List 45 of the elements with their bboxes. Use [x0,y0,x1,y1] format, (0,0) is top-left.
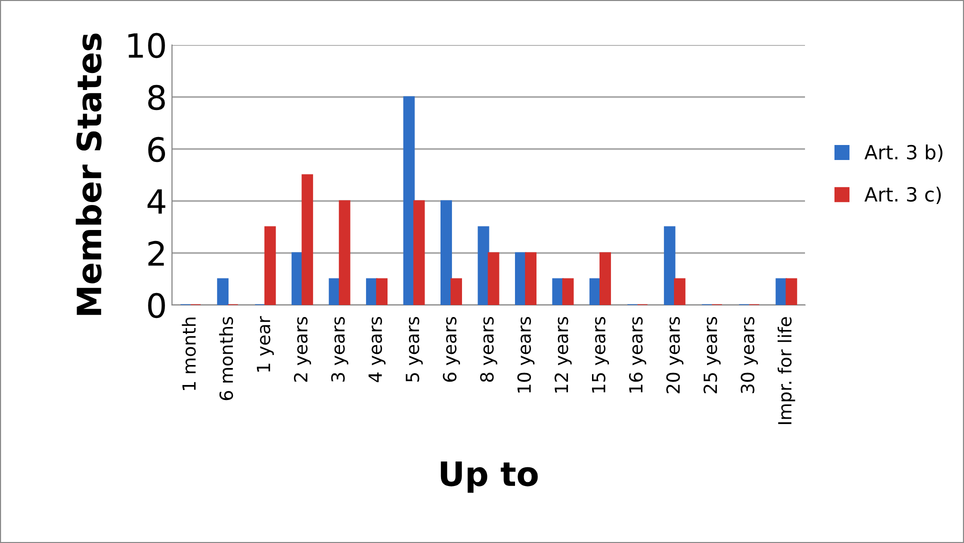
x-tick-label: 5 years [406,316,423,382]
bar [478,226,490,305]
x-tick-label: 16 years [629,316,646,393]
y-tick-label: 10 [128,32,165,58]
bar [376,278,388,305]
bar [264,226,276,305]
x-tick-label: 25 years [703,316,721,394]
bar [525,252,536,305]
bar [403,96,415,305]
x-tick-label: 1 month [182,318,196,390]
bar [562,278,574,305]
legend-label: Art. 3 b) [864,144,942,162]
x-tick-label: 20 years [666,316,684,394]
x-tick-label: 12 years [554,316,572,393]
y-tick-label: 0 [148,292,165,318]
bar [217,278,229,305]
x-axis-title: Up to [440,462,538,493]
y-axis-title: Member States [76,34,102,315]
y-tick-label: 2 [148,240,164,266]
bar [786,278,798,305]
x-tick-label: 6 years [442,316,460,382]
x-tick-label: 1 year [256,316,274,372]
legend-label: Art. 3 c) [864,186,941,204]
x-tick-label: 3 years [331,316,348,382]
x-tick-label: 2 years [294,316,312,382]
bar [664,226,676,305]
x-tick-label: 15 years [592,316,609,393]
y-tick-label: 6 [148,136,166,162]
bar [302,174,314,305]
y-tick-label: 4 [148,189,166,214]
bar [552,278,564,305]
bar [674,278,686,305]
x-tick-label: Impr. for life [778,317,796,424]
y-tick-label: 8 [148,84,165,110]
bar [440,200,452,305]
bar [450,278,462,305]
x-tick-label: 4 years [368,316,386,382]
bar [338,200,350,305]
bar [413,200,425,305]
bar [600,252,611,305]
x-tick-label: 30 years [740,316,758,394]
bar [488,252,500,305]
x-tick-label: 6 months [219,316,234,400]
x-tick-label: 8 years [480,316,498,382]
x-tick-label: 10 years [517,316,534,393]
